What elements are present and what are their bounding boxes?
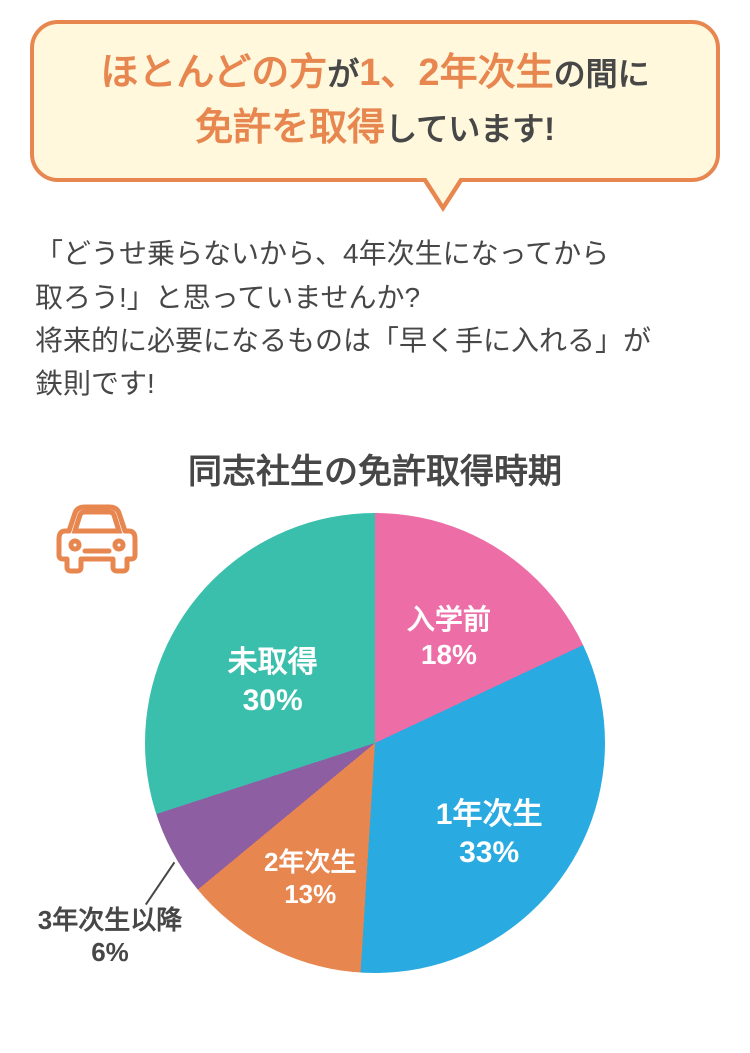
slice-label-year3plus: 3年次生以降 6%: [20, 904, 200, 969]
bubble-emph-3: 免許を取得: [195, 107, 385, 149]
chart-title: 同志社生の免許取得時期: [0, 444, 750, 493]
leader-line: [145, 862, 175, 905]
body-line-1: 「どうせ乗らないから、4年次生になってから: [35, 232, 715, 275]
slice-label-text: 入学前: [407, 604, 491, 635]
car-icon: [55, 501, 139, 580]
slice-label-pct: 33%: [459, 836, 519, 869]
slice-label-year1: 1年次生 33%: [409, 796, 569, 871]
slice-label-pct: 18%: [421, 639, 477, 670]
slice-label-year2: 2年次生 13%: [230, 846, 390, 911]
bubble-emph-2: 1、2年次生: [359, 52, 553, 94]
body-line-3: 将来的に必要になるものは「早く手に入れる」が: [35, 319, 715, 362]
slice-label-pct: 6%: [91, 937, 129, 967]
slice-label-text: 2年次生: [264, 847, 356, 877]
bubble-line-2: 免許を取得しています!: [54, 101, 696, 156]
callout-bubble: ほとんどの方が1、2年次生の間に 免許を取得しています!: [30, 20, 720, 182]
slice-label-not-yet: 未取得 30%: [193, 644, 353, 719]
slice-label-text: 1年次生: [436, 798, 543, 831]
bubble-txt-4: の間に: [554, 56, 650, 92]
pie-chart: 入学前 18% 1年次生 33% 2年次生 13% 未取得 30% 3年次生以降…: [0, 493, 750, 1053]
body-line-4: 鉄則です!: [35, 362, 715, 405]
slice-label-pct: 30%: [243, 684, 303, 717]
bubble-line-1: ほとんどの方が1、2年次生の間に: [54, 46, 696, 101]
bubble-txt-2: が: [327, 56, 359, 92]
body-paragraph: 「どうせ乗らないから、4年次生になってから 取ろう!」と思っていませんか? 将来…: [35, 232, 715, 406]
slice-label-pct: 13%: [284, 879, 336, 909]
slice-label-text: 未取得: [228, 646, 318, 679]
bubble-emph-1: ほとんどの方: [100, 52, 327, 94]
slice-label-before-enrollment: 入学前 18%: [369, 602, 529, 672]
slice-label-text: 3年次生以降: [38, 905, 182, 935]
bubble-txt-6: しています!: [385, 111, 555, 147]
body-line-2: 取ろう!」と思っていませんか?: [35, 276, 715, 319]
